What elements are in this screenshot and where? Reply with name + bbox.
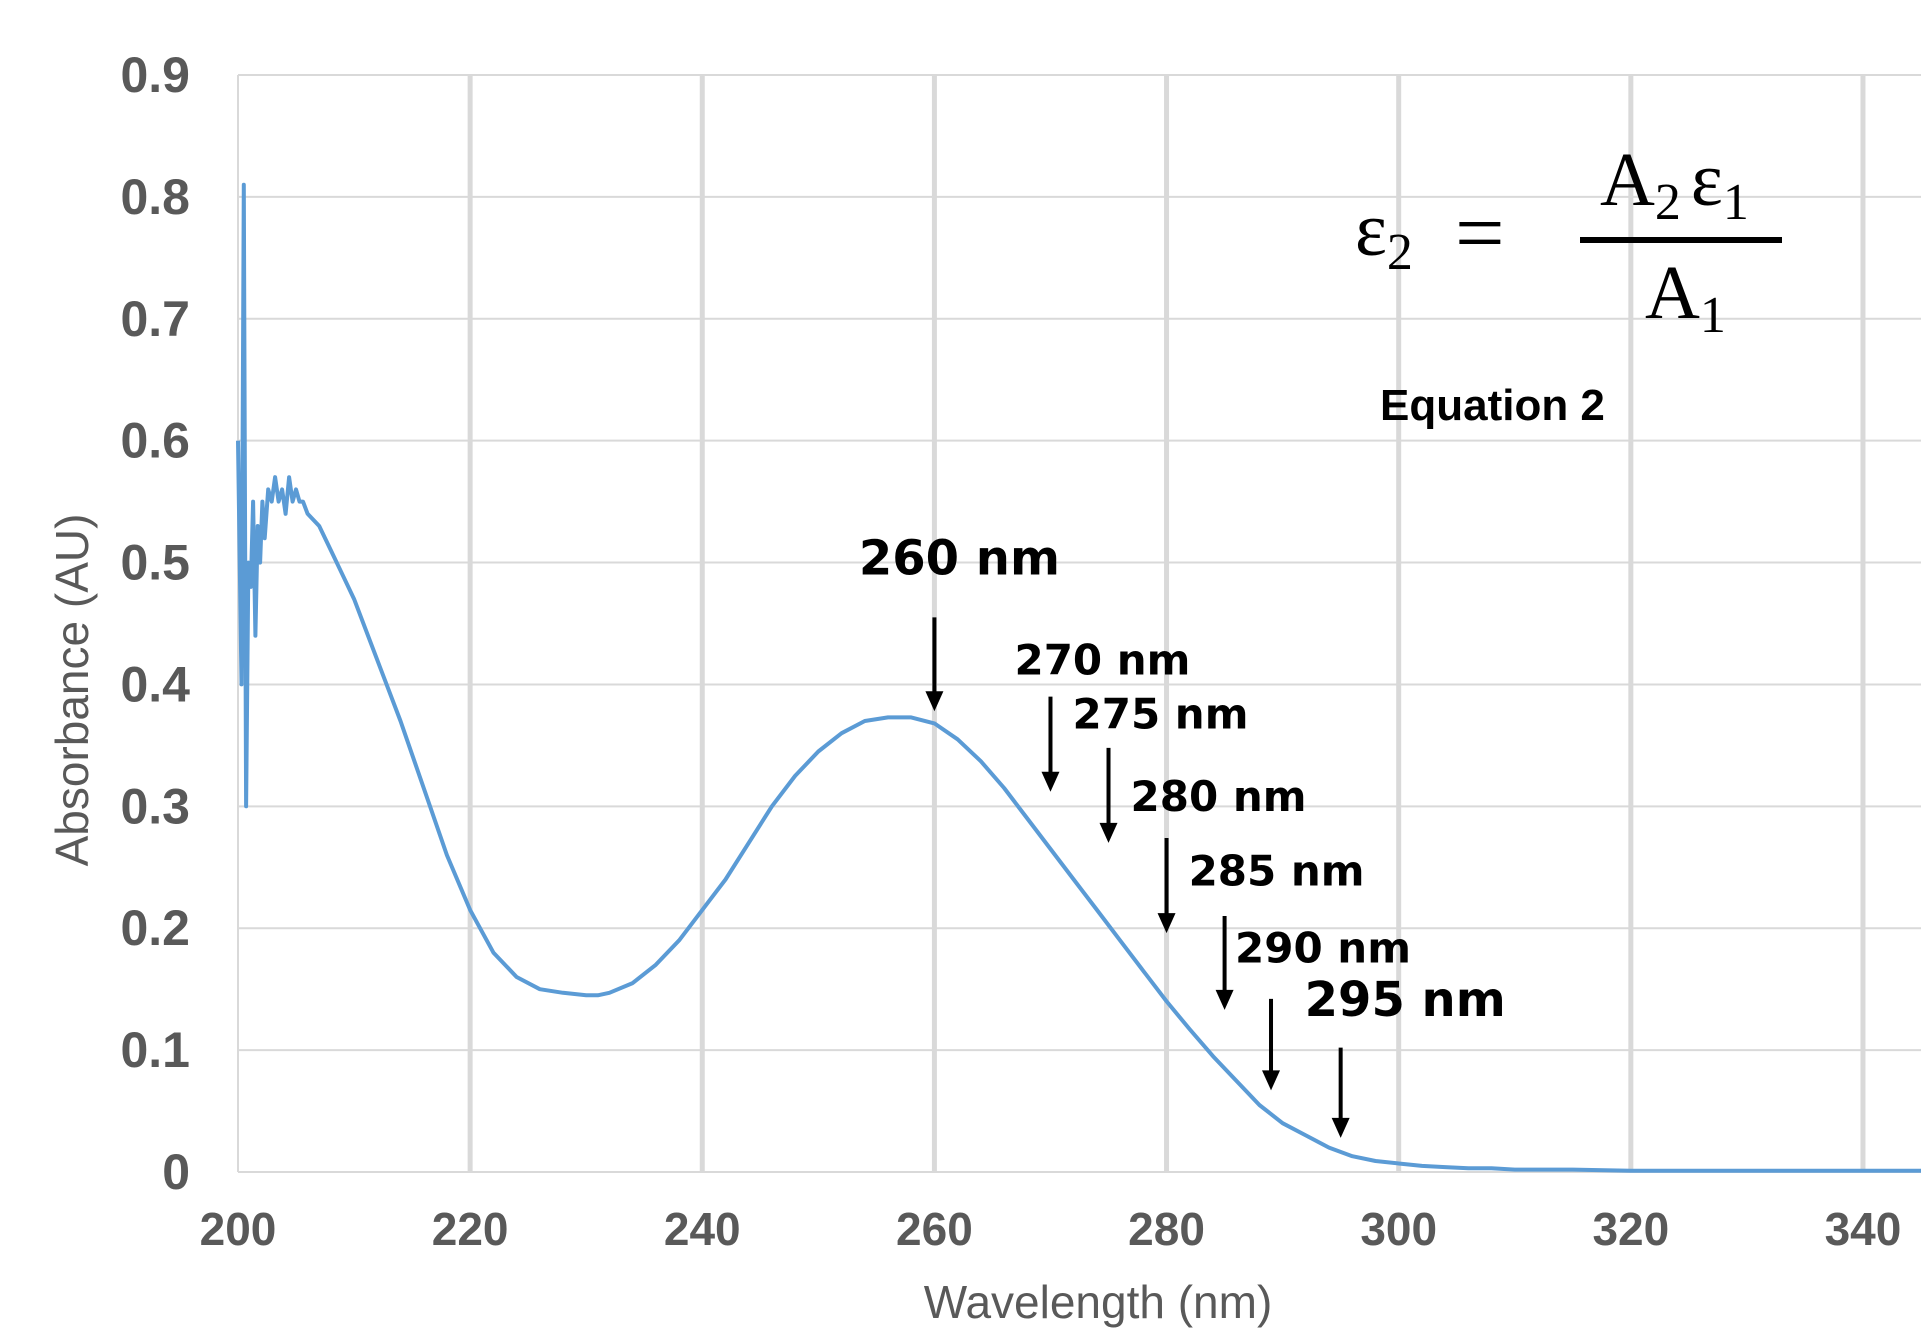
y-tick-label: 0.6	[120, 413, 190, 469]
series-group	[236, 182, 1921, 1173]
equation-equals: =	[1455, 185, 1505, 282]
annotation-arrowhead	[1041, 771, 1060, 792]
equation-caption: Equation 2	[1380, 381, 1605, 430]
y-tick-label: 0.2	[120, 900, 190, 956]
annotation-label: 270 nm	[1014, 636, 1190, 685]
equation: ε2 = A2 ε1 A1 Equation 2	[1355, 138, 1782, 430]
y-tick-label: 0.3	[120, 778, 190, 834]
annotation-arrowhead	[1215, 989, 1234, 1010]
wavelength-annotation: 275 nm	[1073, 689, 1249, 843]
x-tick-label: 300	[1360, 1203, 1437, 1255]
y-axis-title: Absorbance (AU)	[46, 514, 98, 867]
y-tick-label: 0.9	[120, 47, 190, 103]
annotation-label: 295 nm	[1305, 972, 1506, 1028]
equation-denominator: A1	[1645, 251, 1726, 344]
y-tick-labels: 0 0.1 0.2 0.3 0.4 0.5 0.6 0.7 0.8 0.9	[120, 47, 190, 1200]
y-tick-label: 0.8	[120, 169, 190, 225]
x-tick-label: 200	[200, 1203, 277, 1255]
x-tick-label: 240	[664, 1203, 741, 1255]
wavelength-annotation: 285 nm	[1189, 847, 1365, 1010]
annotation-label: 290 nm	[1235, 923, 1411, 972]
x-tick-label: 340	[1825, 1203, 1902, 1255]
equation-lhs: ε2	[1355, 188, 1413, 281]
wavelength-annotation: 295 nm	[1305, 972, 1506, 1138]
annotation-arrowhead	[1262, 1070, 1281, 1091]
y-tick-label: 0.1	[120, 1022, 190, 1078]
series-line	[236, 182, 1921, 1173]
annotation-arrowhead	[1099, 822, 1118, 843]
annotation-label: 280 nm	[1131, 772, 1307, 821]
wavelength-annotation: 260 nm	[859, 531, 1060, 712]
x-tick-label: 320	[1592, 1203, 1669, 1255]
y-tick-label: 0.5	[120, 535, 190, 591]
annotation-label: 285 nm	[1189, 847, 1365, 896]
x-tick-label: 220	[432, 1203, 509, 1255]
annotation-arrowhead	[1157, 913, 1176, 934]
wavelength-annotation: 280 nm	[1131, 772, 1307, 934]
x-tick-label: 280	[1128, 1203, 1205, 1255]
x-tick-label: 260	[896, 1203, 973, 1255]
annotation-label: 275 nm	[1073, 689, 1249, 738]
equation-numerator: A2 ε1	[1600, 138, 1749, 231]
y-tick-label: 0.7	[120, 291, 190, 347]
annotation-arrowhead	[1331, 1117, 1350, 1138]
y-tick-label: 0	[162, 1144, 190, 1200]
y-tick-label: 0.4	[120, 656, 190, 712]
wavelength-annotation: 270 nm	[1014, 636, 1190, 792]
annotation-label: 260 nm	[859, 531, 1060, 587]
x-tick-labels: 200 220 240 260 280 300 320 340	[200, 1203, 1902, 1255]
annotation-arrowhead	[925, 691, 944, 712]
wavelength-annotation: 290 nm	[1235, 923, 1411, 1091]
x-axis-title: Wavelength (nm)	[924, 1276, 1273, 1328]
